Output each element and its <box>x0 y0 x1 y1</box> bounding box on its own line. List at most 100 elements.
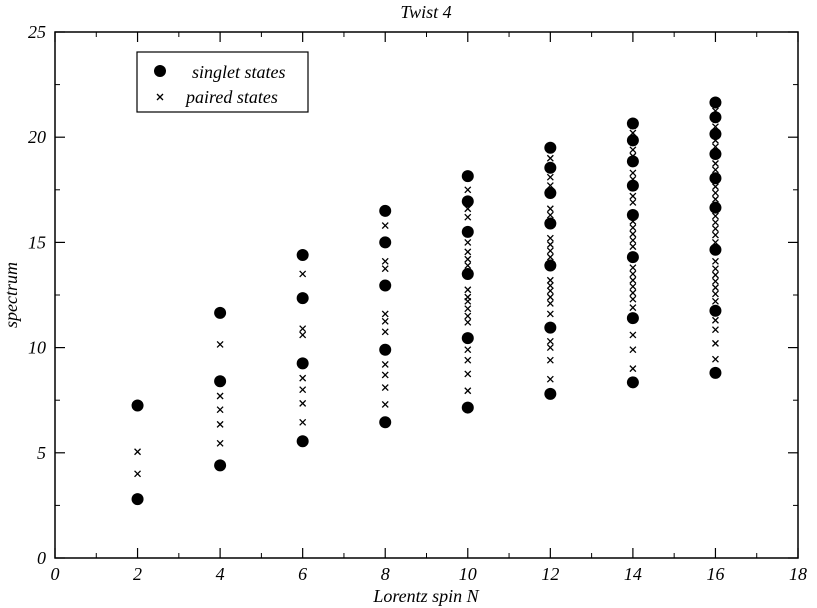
paired-state-point-stroke-b <box>546 154 554 162</box>
singlet-state-point <box>296 435 309 448</box>
singlet-state-point <box>709 304 722 317</box>
paired-state-point <box>299 399 307 407</box>
paired-state-point-stroke-b <box>216 340 224 348</box>
paired-state-point <box>711 212 719 220</box>
paired-state-point-stroke-b <box>464 255 472 263</box>
y-tick-labels: 0 5 10 15 20 25 <box>28 22 46 568</box>
paired-state-point <box>381 360 389 368</box>
paired-state-point-stroke-b <box>711 316 719 324</box>
paired-state-point-stroke-b <box>381 257 389 265</box>
paired-state-point <box>629 304 637 312</box>
paired-state-point <box>381 371 389 379</box>
legend-paired-cross-stroke-b <box>156 93 164 101</box>
paired-state-point-stroke-b <box>629 283 637 291</box>
paired-state-point <box>464 387 472 395</box>
paired-state-point-stroke-b <box>711 212 719 220</box>
paired-state-point-stroke-b <box>629 295 637 303</box>
paired-state-point-stroke-b <box>546 344 554 352</box>
paired-state-point <box>134 448 142 456</box>
paired-state-point-stroke-b <box>711 231 719 239</box>
singlet-state-point <box>626 251 639 264</box>
legend-box <box>136 51 309 113</box>
paired-state-point-stroke-b <box>711 225 719 233</box>
paired-state-point-stroke-b <box>629 224 637 232</box>
paired-state-point <box>711 326 719 334</box>
paired-state-point <box>216 439 224 447</box>
paired-state-point <box>464 262 472 270</box>
paired-state-point <box>381 257 389 265</box>
singlet-state-point <box>461 332 474 345</box>
paired-state-point-stroke-b <box>381 265 389 273</box>
paired-state-point <box>464 238 472 246</box>
paired-state-point-stroke-b <box>629 276 637 284</box>
paired-state-point-stroke-b <box>629 264 637 272</box>
paired-state-point <box>216 420 224 428</box>
singlet-state-point <box>709 172 722 185</box>
x-tick-label: 4 <box>216 564 225 584</box>
paired-state-point-stroke-b <box>216 392 224 400</box>
paired-state-point-stroke-b <box>134 470 142 478</box>
paired-state-point <box>546 299 554 307</box>
paired-state-point-stroke-b <box>299 418 307 426</box>
paired-state-point <box>299 374 307 382</box>
paired-state-point-stroke-b <box>464 387 472 395</box>
paired-state-point-stroke-b <box>629 169 637 177</box>
paired-state-point-stroke-b <box>299 386 307 394</box>
paired-state-point <box>711 218 719 226</box>
paired-state-point <box>711 257 719 265</box>
singlet-state-point <box>461 170 474 183</box>
paired-state-point <box>299 325 307 333</box>
paired-state-point-stroke-b <box>629 304 637 312</box>
legend-paired-cross <box>156 93 164 101</box>
paired-state-point-stroke-b <box>546 234 554 242</box>
paired-state-point <box>711 225 719 233</box>
paired-state-point <box>629 224 637 232</box>
legend: singlet states paired states <box>136 51 309 113</box>
paired-state-point-stroke-b <box>381 317 389 325</box>
paired-state-point <box>546 293 554 301</box>
singlet-state-point <box>709 243 722 256</box>
paired-state-point <box>546 247 554 255</box>
paired-state-point <box>134 470 142 478</box>
paired-state-point-stroke-b <box>629 236 637 244</box>
paired-state-point <box>464 346 472 354</box>
paired-state-point <box>546 241 554 248</box>
paired-state-point <box>629 346 637 354</box>
x-tick-label: 6 <box>298 564 307 584</box>
paired-state-point <box>464 356 472 364</box>
paired-state-point-stroke-b <box>546 293 554 301</box>
paired-state-point <box>629 230 637 238</box>
paired-state-point <box>546 234 554 242</box>
y-tick-label: 25 <box>28 22 46 42</box>
x-axis-label: Lorentz spin N <box>372 586 479 606</box>
paired-state-point <box>546 344 554 352</box>
paired-state-point <box>464 293 472 301</box>
legend-singlet-marker <box>154 65 166 77</box>
y-tick-label: 10 <box>28 338 46 358</box>
paired-state-point-stroke-b <box>381 371 389 379</box>
plot-frame <box>54 31 799 559</box>
paired-state-point <box>629 295 637 303</box>
paired-state-point-stroke-b <box>629 346 637 354</box>
paired-state-point <box>464 305 472 313</box>
singlet-state-point <box>544 387 557 400</box>
paired-state-point-stroke-b <box>711 271 719 279</box>
paired-state-point-stroke-b <box>546 310 554 318</box>
paired-state-point-stroke-b <box>216 406 224 414</box>
paired-state-point <box>629 198 637 206</box>
paired-state-point <box>711 183 719 191</box>
chart-title: Twist 4 <box>400 2 451 22</box>
paired-state-point-stroke-b <box>299 374 307 382</box>
paired-state-point-stroke-b <box>711 297 719 305</box>
paired-state-point-stroke-b <box>381 400 389 408</box>
paired-state-point-stroke-b <box>464 356 472 364</box>
paired-state-point <box>546 287 554 295</box>
singlet-state-point <box>544 321 557 334</box>
singlet-state-point <box>214 375 227 388</box>
paired-state-point <box>711 339 719 347</box>
paired-state-point <box>546 173 554 181</box>
singlet-state-point <box>131 399 144 412</box>
paired-state-point-stroke-b <box>546 287 554 295</box>
paired-state-point-stroke-b <box>546 205 554 213</box>
